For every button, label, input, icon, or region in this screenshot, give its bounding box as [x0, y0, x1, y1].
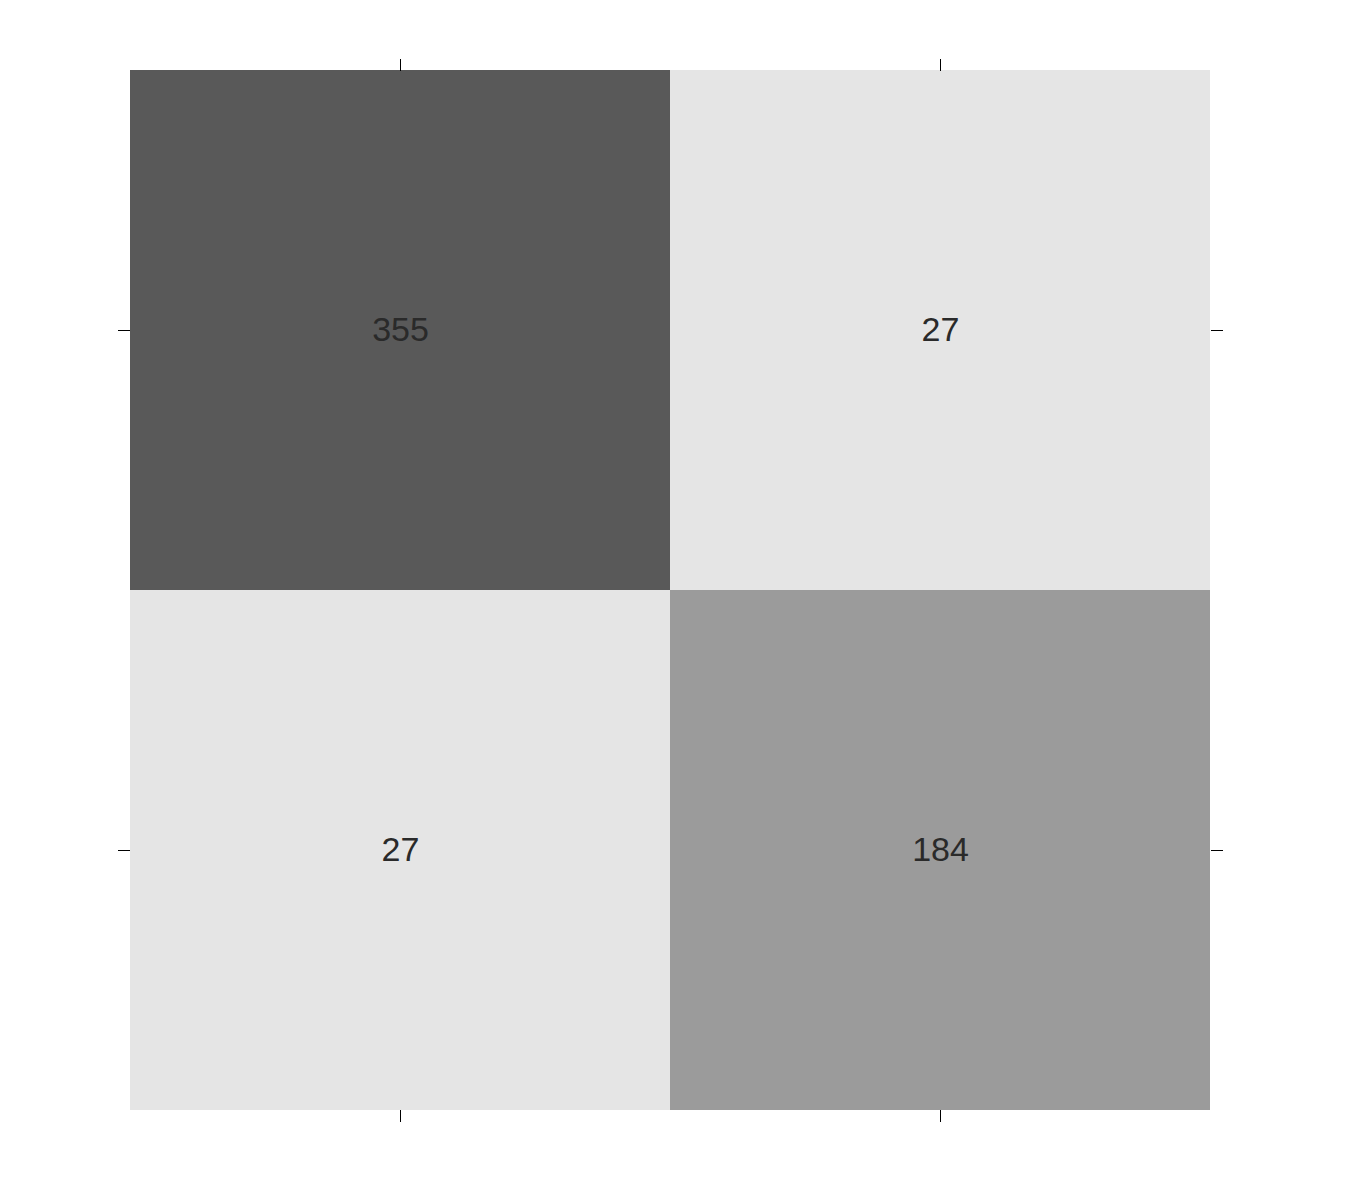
svg-text:355: 355	[372, 310, 429, 348]
svg-text:27: 27	[382, 830, 420, 868]
svg-text:27: 27	[922, 310, 960, 348]
svg-text:184: 184	[912, 830, 969, 868]
